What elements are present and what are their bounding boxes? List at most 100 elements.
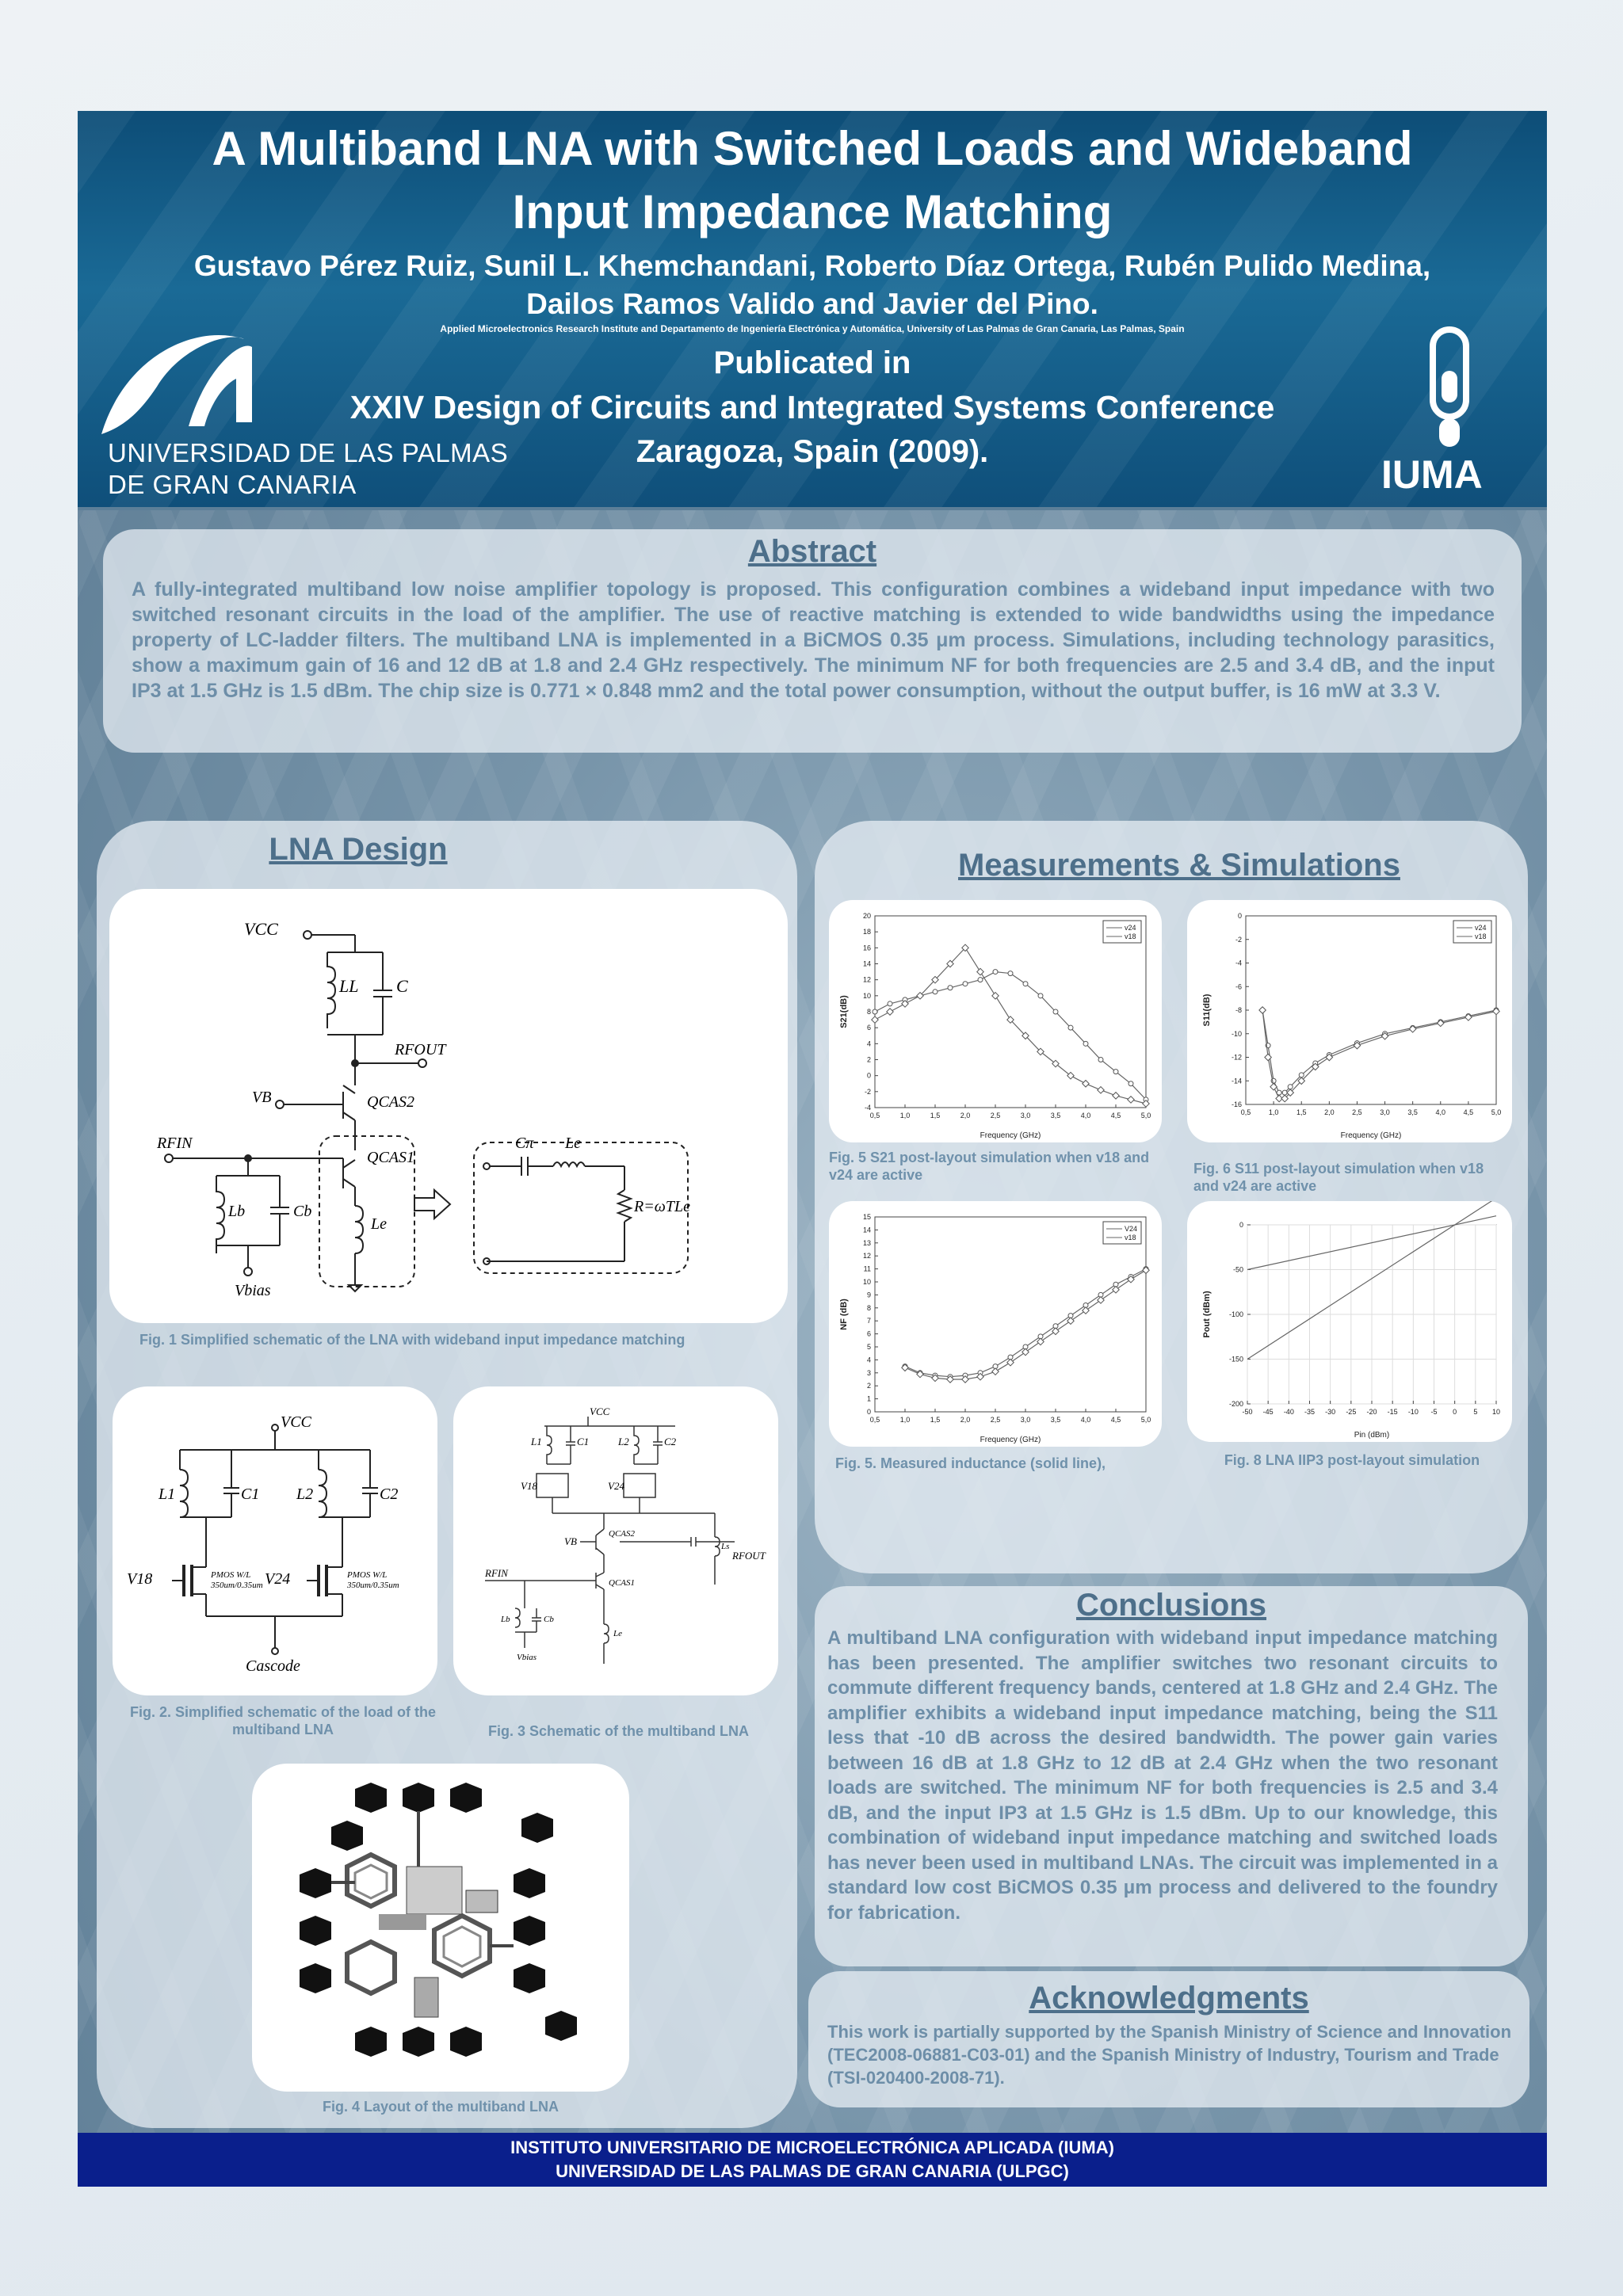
y-tick-label: 10	[863, 1278, 871, 1286]
y-tick-label: 9	[867, 1291, 871, 1299]
y-tick-label: 4	[867, 1039, 871, 1047]
data-point	[887, 1001, 893, 1007]
x-tick-label: -30	[1325, 1408, 1335, 1416]
y-tick-label: 5	[867, 1343, 871, 1351]
x-tick-label: 4,0	[1081, 1416, 1091, 1424]
data-point	[1113, 1069, 1119, 1075]
series-line	[1262, 1009, 1497, 1093]
y-axis-label: Pout (dBm)	[1202, 1291, 1212, 1338]
x-tick-label: -15	[1388, 1408, 1398, 1416]
fig1-box: VCC LL C RFOUT VB QCAS2 RFIN QCAS1 Lb Cb…	[109, 889, 788, 1323]
fig2-label-c2: C2	[380, 1486, 399, 1503]
data-point	[1067, 1317, 1075, 1325]
legend-label: v24	[1125, 924, 1136, 932]
label-vbias: Vbias	[235, 1282, 271, 1299]
data-point	[1067, 1024, 1074, 1031]
x-tick-label: 2,5	[991, 1112, 1001, 1119]
y-tick-label: 6	[867, 1024, 871, 1032]
x-tick-label: -25	[1346, 1408, 1356, 1416]
publication-info: Publicated in XXIV Design of Circuits an…	[78, 341, 1547, 474]
x-tick-label: 2,0	[1324, 1108, 1335, 1116]
data-point	[1492, 1007, 1500, 1016]
x-axis-label: Frequency (GHz)	[980, 1131, 1041, 1140]
s11-chart-box: 0,5 1,0 1,5 2,0 2,5 3,0 3,5 4,0 4,5 5,0 0 -2 -4 -6 -8 -…	[1187, 900, 1512, 1142]
data-point	[1052, 1327, 1060, 1336]
fig2-label-l2: L2	[296, 1486, 314, 1503]
legend-box	[1102, 1221, 1142, 1245]
authors-line-2: Dailos Ramos Valido and Javier del Pino.	[526, 288, 1098, 320]
y-tick-label: -4	[1235, 959, 1242, 967]
x-tick-label: 2,0	[960, 1112, 971, 1119]
x-axis-label: Frequency (GHz)	[1341, 1131, 1402, 1140]
x-tick-label: 3,0	[1021, 1416, 1031, 1424]
iuma-label: IUMA	[1381, 452, 1483, 497]
y-tick-label: 3	[867, 1369, 871, 1377]
x-tick-label: 5	[1473, 1408, 1477, 1416]
series-line	[1247, 1197, 1497, 1360]
fig3-label-rfin: RFIN	[485, 1567, 508, 1579]
fig4-box	[252, 1764, 629, 2092]
fig3-label-lb: Lb	[501, 1615, 510, 1624]
label-qcas2: QCAS2	[367, 1093, 414, 1111]
data-point	[1037, 1337, 1044, 1346]
y-tick-label: -200	[1229, 1400, 1243, 1408]
y-tick-label: -100	[1229, 1310, 1243, 1318]
fig3-label-cb: Cb	[544, 1615, 554, 1624]
data-point	[1006, 1016, 1014, 1024]
y-tick-label: -2	[1235, 936, 1242, 944]
data-point	[1270, 1082, 1278, 1091]
label-le: Le	[371, 1215, 387, 1233]
y-tick-label: 18	[863, 928, 871, 936]
data-point	[991, 1367, 999, 1376]
data-point	[977, 977, 983, 983]
data-point	[1275, 1094, 1284, 1103]
fig3-label-qcas1: QCAS1	[609, 1578, 635, 1588]
y-tick-label: -50	[1233, 1266, 1243, 1274]
label-c: C	[396, 976, 408, 996]
data-point	[946, 959, 954, 968]
fig3-label-v18: V18	[521, 1480, 537, 1492]
y-tick-label: 2	[867, 1056, 871, 1064]
abstract-title: Abstract	[747, 534, 877, 569]
fig2-label-v18: V18	[127, 1570, 153, 1588]
y-tick-label: 1	[867, 1395, 871, 1403]
fig2-label-l1: L1	[158, 1486, 176, 1503]
data-point	[1112, 1091, 1120, 1100]
fig3-label-c1: C1	[577, 1436, 590, 1447]
acknowledgments-text: This work is partially supported by the …	[827, 2022, 1512, 2088]
x-tick-label: 5,0	[1491, 1108, 1502, 1116]
fig3-label-l1: L1	[531, 1436, 542, 1447]
y-tick-label: 8	[867, 1008, 871, 1016]
s11-chart: 0,5 1,0 1,5 2,0 2,5 3,0 3,5 4,0 4,5 5,0 0 -2 -4 -6 -8 -…	[1202, 912, 1502, 1140]
fig3-caption: Fig. 3 Schematic of the multiband LNA	[488, 1723, 750, 1739]
y-tick-label: 13	[863, 1239, 871, 1247]
x-tick-label: 3,5	[1051, 1416, 1061, 1424]
y-tick-label: 0	[1238, 912, 1242, 920]
data-point	[931, 1374, 939, 1383]
poster-footer: INSTITUTO UNIVERSITARIO DE MICROELECTRÓN…	[78, 2133, 1547, 2187]
title-line-1: A Multiband LNA with Switched Loads and …	[212, 122, 1413, 175]
x-tick-label: 1,5	[930, 1416, 941, 1424]
y-tick-label: -150	[1229, 1356, 1243, 1363]
plot-frame	[874, 1216, 1147, 1413]
data-point	[1037, 1047, 1044, 1056]
conclusions-text: A multiband LNA configuration with wideb…	[827, 1627, 1498, 1924]
y-tick-label: 0	[867, 1408, 871, 1416]
y-tick-label: 0	[1239, 1221, 1243, 1229]
y-tick-label: 20	[863, 912, 871, 920]
x-tick-label: 0,5	[870, 1112, 880, 1119]
legend-label: V24	[1125, 1225, 1137, 1233]
y-tick-label: -14	[1232, 1077, 1242, 1085]
label-lb: Lb	[228, 1203, 246, 1220]
data-point	[1022, 1032, 1029, 1040]
nf-chart: 0,5 1,0 1,5 2,0 2,5 3,0 3,5 4,0 4,5 5,00123456789…	[839, 1213, 1151, 1444]
y-tick-label: 15	[863, 1213, 871, 1221]
y-tick-label: -8	[1235, 1006, 1242, 1014]
x-axis-label: Frequency (GHz)	[980, 1436, 1041, 1444]
legend-label: v18	[1475, 933, 1487, 940]
data-point	[961, 1375, 969, 1383]
series-line	[1262, 1009, 1497, 1100]
x-tick-label: 0,5	[870, 1416, 880, 1424]
fig1-caption: Fig. 1 Simplified schematic of the LNA w…	[139, 1332, 685, 1348]
y-axis-label: S21(dB)	[839, 995, 849, 1028]
